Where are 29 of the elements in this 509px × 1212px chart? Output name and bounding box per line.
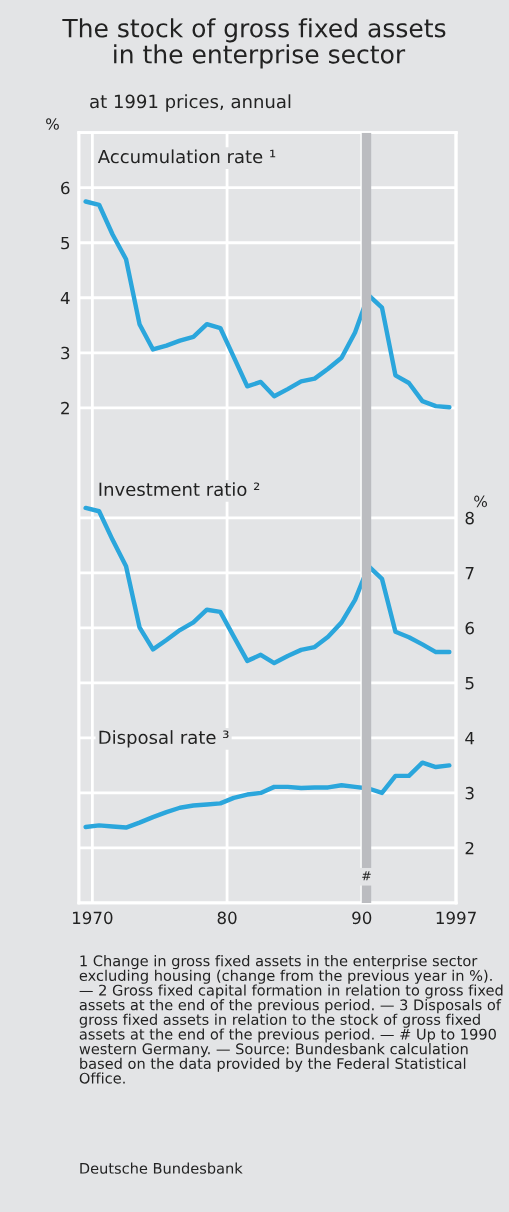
y2-tick-label: 3 — [465, 786, 474, 800]
y2-axis-title: % — [474, 495, 487, 508]
y2-tick-label: 6 — [465, 621, 474, 635]
y-tick-label: 3 — [61, 346, 70, 360]
x-tick-label: 1970 — [72, 911, 113, 925]
y-axis-title: % — [46, 118, 59, 130]
y2-tick-label: 4 — [465, 732, 475, 745]
y2-tick-label: 7 — [465, 567, 474, 580]
text: Disposal rate ³ — [99, 730, 229, 748]
chart-title: The stock of gross fixed assets in the enterprise sector — [62, 18, 446, 69]
text: 1 Change in gross fixed assets in the enterprise sector excluding housing (change from the previous year in %). — 2 Gross fixed capital formation in relation to gross fixed assets at the end of the previous period. — 3 Disposals of gross fixed assets in relation to the stock of gross fixed assets at the end of the previous period. — # Up to 1990 western Germany. — Source: Bundesbank calculation based on the data provided by the Federal Statistical Office. — [79, 955, 503, 1084]
text: Deutsche Bundesbank — [80, 1162, 243, 1174]
chart-subtitle: at 1991 prices, annual — [90, 94, 291, 112]
y-tick-label: 2 — [61, 401, 69, 415]
y-tick-label: 4 — [60, 291, 70, 305]
y-tick-label: 6 — [61, 181, 70, 195]
x-tick-label: 90 — [352, 911, 372, 925]
y2-tick-label: 5 — [465, 677, 474, 690]
y2-tick-label: 2 — [465, 841, 474, 855]
y-tick-label: 5 — [61, 236, 70, 250]
x-tick-label: 1997 — [436, 911, 476, 925]
x-tick-label: 80 — [217, 911, 237, 925]
text: Accumulation rate ¹ — [97, 149, 276, 164]
line-series — [83, 760, 452, 830]
line-series — [83, 199, 452, 410]
y2-tick-label: 8 — [465, 511, 474, 525]
series-label: Investment ratio ² — [99, 482, 260, 497]
line-series — [83, 505, 452, 666]
band-label: # — [362, 871, 371, 881]
